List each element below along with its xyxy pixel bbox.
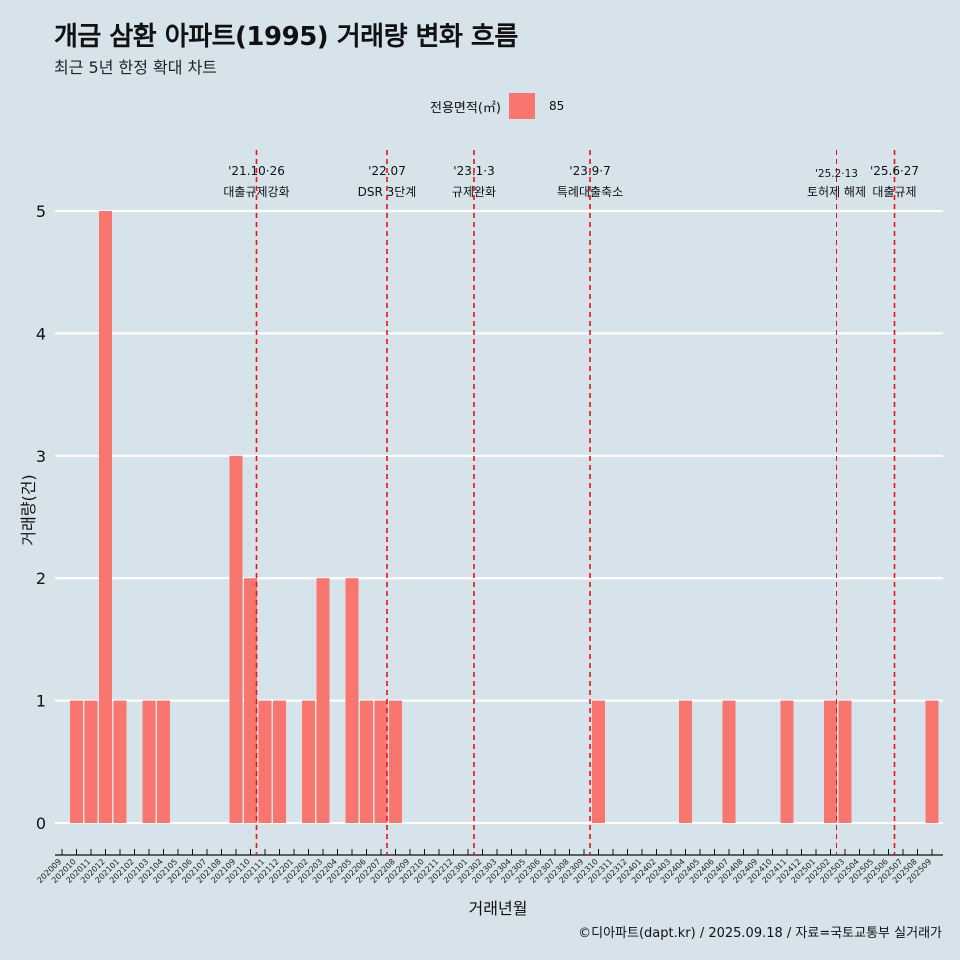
y-tick-label: 1 <box>36 692 46 711</box>
bar <box>157 700 170 823</box>
bar <box>142 700 156 823</box>
event-date-label: '25.2·13 <box>815 168 858 180</box>
bar <box>70 700 83 823</box>
event-date-label: '21.10·26 <box>228 164 285 178</box>
y-tick-label: 0 <box>36 814 46 833</box>
y-tick-label: 4 <box>36 324 46 343</box>
event-date-label: '23.1·3 <box>453 164 494 178</box>
bar <box>780 700 794 823</box>
bar <box>273 700 286 823</box>
y-tick-label: 2 <box>36 569 46 588</box>
event-label: DSR 3단계 <box>358 185 417 199</box>
legend-item-label: 85 <box>548 99 565 113</box>
bar <box>99 211 112 823</box>
bar <box>302 700 315 823</box>
bar <box>592 700 605 823</box>
x-axis-title: 거래년월 <box>469 899 528 918</box>
bar <box>113 700 127 823</box>
legend-title: 전용면적(㎡) <box>430 100 501 116</box>
bar <box>722 700 736 823</box>
event-label: 규제완화 <box>452 185 496 199</box>
event-label: 대출규제 <box>872 185 916 199</box>
bar <box>679 700 692 823</box>
bar <box>345 578 359 823</box>
event-label: 특례대출축소 <box>557 185 623 199</box>
bar <box>244 578 257 823</box>
event-date-label: '23.9·7 <box>569 164 610 178</box>
y-tick-label: 5 <box>36 202 46 221</box>
event-label: 대출규제강화 <box>223 185 289 199</box>
legend-swatch <box>508 93 535 119</box>
bar <box>360 700 373 823</box>
bar <box>925 700 939 823</box>
chart-subtitle: 최근 5년 한정 확대 차트 <box>54 58 218 77</box>
event-label: 토허제 해제 <box>807 185 866 199</box>
bar <box>229 455 243 823</box>
y-axis-title: 거래량(건) <box>19 474 38 545</box>
chart-title: 개금 삼환 아파트(1995) 거래량 변화 흐름 <box>54 22 518 52</box>
bar <box>84 700 98 823</box>
legend: 전용면적(㎡) 85 <box>430 93 564 119</box>
event-date-label: '22.07 <box>368 164 406 178</box>
source-caption: ©디아파트(dapt.kr) / 2025.09.18 / 자료=국토교통부 실… <box>578 926 942 941</box>
bar <box>258 700 272 823</box>
bar <box>374 700 388 823</box>
bar <box>389 700 402 823</box>
bar <box>316 578 330 823</box>
y-tick-label: 3 <box>36 447 46 466</box>
event-date-label: '25.6·27 <box>870 164 919 178</box>
bar <box>824 700 837 823</box>
bar <box>838 700 852 823</box>
